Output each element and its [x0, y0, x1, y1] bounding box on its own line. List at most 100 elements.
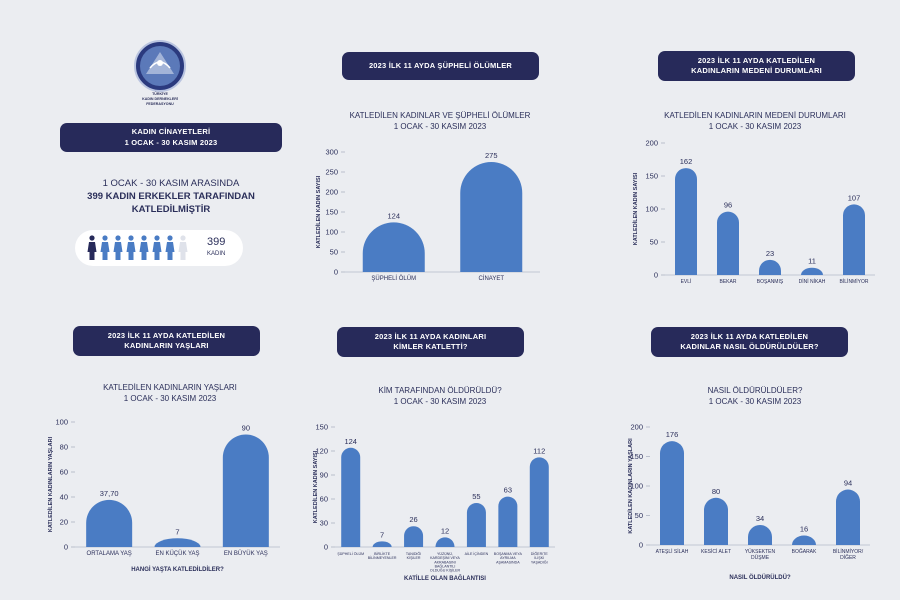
y-tick-label: 80 [60, 443, 68, 452]
bar [86, 499, 133, 547]
y-tick-label: 50 [650, 238, 658, 247]
pill-how-line-1: 2023 İLK 11 AYDA KATLEDİLEN [690, 331, 809, 341]
victim-counter: 399 KADIN [75, 230, 243, 266]
y-tick-label: 200 [645, 139, 658, 148]
chart-3-subtitle: 1 OCAK - 30 KASIM 2023 [123, 394, 217, 404]
bar [372, 541, 392, 547]
x-tick-label: BEKAR [720, 279, 737, 285]
logo-line-1: TÜRKİYE [152, 92, 168, 96]
summary-line-3: KATLEDİLMİŞTİR [131, 203, 211, 215]
bar [404, 526, 424, 547]
victim-count-label: KADIN [207, 251, 226, 257]
data-label: 107 [848, 193, 861, 202]
bar [222, 434, 269, 547]
bar [759, 259, 781, 275]
intro-summary: 1 OCAK - 30 KASIM ARASINDA 399 KADIN ERK… [60, 178, 282, 216]
chart-3-title-block: KATLEDİLEN KADINLARIN YAŞLARI 1 OCAK - 3… [65, 382, 275, 404]
pill-suspicious-deaths-text: 2023 İLK 11 AYDA ŞÜPHELİ ÖLÜMLER [368, 60, 513, 70]
bar [435, 537, 455, 547]
x-tick-label: EN KÜÇÜK YAŞ [155, 550, 199, 557]
bar [801, 267, 823, 275]
chart-2-title-block: KATLEDİLEN KADINLARIN MEDENİ DURUMLARI 1… [645, 110, 865, 132]
person-icon [113, 235, 123, 261]
intro-pill-line-2: 1 OCAK - 30 KASIM 2023 [124, 137, 218, 147]
data-label: 94 [844, 479, 852, 488]
x-tick-label: BİLİNMİYOR/DİĞER [833, 548, 864, 561]
person-icon [126, 235, 136, 261]
chart-4-title: KİM TARAFINDAN ÖLDÜRÜLDÜ? [378, 386, 502, 395]
x-tick-label: BOĞARAK [792, 548, 817, 555]
y-tick-label: 0 [654, 271, 658, 280]
data-label: 7 [175, 527, 179, 536]
chart-suspicious-deaths: 0 50 100 150 200 250 300 KATLEDİLEN KADIN SAYIS… [315, 148, 540, 282]
chart-how-killed: 0 50 100 150 200 KATLEDİLEN KADINLARIN YAŞLAR… [627, 423, 870, 581]
y-tick-label: 0 [64, 543, 68, 552]
x-axis-label: KATİLLE OLAN BAĞLANTISI [404, 574, 486, 582]
bar [792, 535, 816, 545]
victim-count: 399 [207, 236, 226, 248]
x-tick-label: DİĞER/TE İLİŞKİ YAŞADIĞI [531, 551, 549, 564]
pill-ages: 2023 İLK 11 AYDA KATLEDİLEN KADINLARIN Y… [73, 326, 260, 356]
y-tick-label: 150 [645, 172, 658, 181]
chart-1-title: KATLEDİLEN KADINLAR VE ŞÜPHELİ ÖLÜMLER [349, 111, 531, 120]
pill-ages-line-1: 2023 İLK 11 AYDA KATLEDİLEN [107, 330, 226, 340]
data-label: 16 [800, 525, 808, 534]
data-label: 90 [242, 424, 250, 433]
data-label: 275 [485, 151, 498, 160]
data-label: 176 [666, 430, 679, 439]
x-tick-label: YÜKSEKTEN DÜŞME [745, 548, 776, 561]
bar [341, 447, 361, 547]
x-tick-label: ŞÜPHELİ ÖLÜM [337, 551, 364, 556]
y-tick-label: 40 [60, 493, 68, 502]
y-tick-label: 30 [320, 519, 328, 528]
x-tick-label: ŞÜPHELİ ÖLÜM [371, 275, 416, 282]
pill-who-killed: 2023 İLK 11 AYDA KADINLARI KİMLER KATLET… [337, 327, 524, 357]
person-icon [178, 235, 188, 261]
chart-5-title: NASIL ÖLDÜRÜLDÜLER? [707, 386, 803, 395]
y-tick-label: 150 [630, 452, 643, 461]
x-tick-label: BOŞANMA VEYA AYRILMA AŞAMASINDA [494, 552, 523, 564]
bar [675, 168, 697, 275]
data-label: 11 [808, 257, 816, 266]
y-axis-label: KATLEDİLEN KADIN SAYISI [632, 172, 639, 245]
data-label: 37,70 [100, 489, 119, 498]
bar [660, 441, 684, 545]
y-tick-label: 100 [630, 482, 643, 491]
bar [836, 489, 860, 545]
x-tick-label: ORTALAMA YAŞ [87, 551, 132, 557]
x-tick-label: BİLİNMİYOR [840, 278, 869, 285]
data-label: 162 [680, 157, 693, 166]
pill-who-line-2: KİMLER KATLETTİ? [393, 342, 468, 351]
y-tick-label: 200 [630, 423, 643, 432]
chart-4-title-block: KİM TARAFINDAN ÖLDÜRÜLDÜ? 1 OCAK - 30 KA… [330, 385, 550, 407]
pill-marital-line-1: 2023 İLK 11 AYDA KATLEDİLEN [697, 55, 816, 65]
y-tick-label: 250 [325, 168, 338, 177]
chart-5-subtitle: 1 OCAK - 30 KASIM 2023 [708, 397, 802, 407]
data-label: 96 [724, 201, 732, 210]
pill-suspicious-deaths: 2023 İLK 11 AYDA ŞÜPHELİ ÖLÜMLER [342, 52, 539, 80]
data-label: 124 [387, 211, 400, 220]
x-tick-label: DİNİ NİKAH [799, 278, 826, 285]
bar [717, 211, 739, 275]
person-icon [165, 235, 175, 261]
y-tick-label: 50 [635, 511, 643, 520]
y-axis-label: KATLEDİLEN KADINLARIN YAŞLARI [47, 436, 54, 532]
bar [843, 204, 865, 275]
y-tick-label: 300 [325, 148, 338, 157]
chart-2-title: KATLEDİLEN KADINLARIN MEDENİ DURUMLARI [664, 111, 846, 120]
pill-marital-status: 2023 İLK 11 AYDA KATLEDİLEN KADINLARIN M… [658, 51, 855, 81]
federation-logo: TÜRKİYE KADIN DERNEKLERİ FEDERASYONU [130, 38, 190, 110]
y-tick-label: 60 [60, 468, 68, 477]
y-tick-label: 120 [315, 447, 328, 456]
chart-2-subtitle: 1 OCAK - 30 KASIM 2023 [708, 122, 802, 132]
person-icon [100, 235, 110, 261]
person-icon [139, 235, 149, 261]
y-tick-label: 20 [60, 518, 68, 527]
data-label: 12 [441, 526, 449, 535]
x-tick-label: BOŞANMIŞ [757, 279, 784, 285]
chart-marital-status: 0 50 100 150 200 KATLEDİLEN KADIN SAYISI 162 EV… [632, 139, 875, 285]
x-tick-label: BİRLİKTE BİLİNMEYENLER [368, 551, 397, 560]
y-tick-label: 150 [325, 208, 338, 217]
logo-line-3: FEDERASYONU [146, 101, 174, 106]
bar [529, 457, 549, 547]
